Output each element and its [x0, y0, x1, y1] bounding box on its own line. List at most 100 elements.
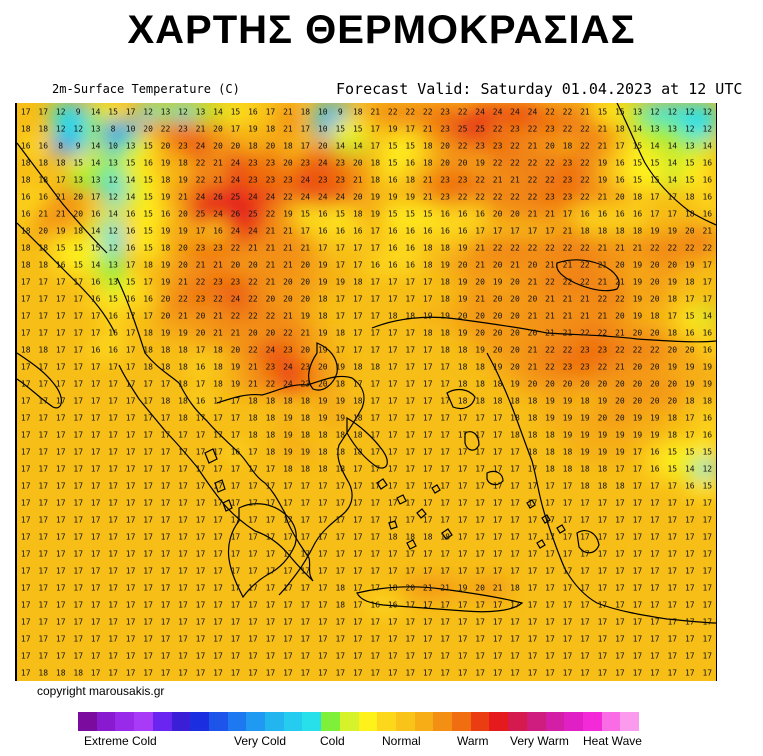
temperature-value: 17: [528, 669, 538, 678]
temperature-value: 16: [702, 193, 712, 202]
temperature-value: 10: [108, 142, 118, 151]
temperature-cell: [436, 154, 455, 172]
temperature-value: 17: [615, 601, 625, 610]
temperature-value: 17: [702, 550, 712, 559]
temperature-cell: [52, 137, 71, 155]
temperature-value: 17: [196, 414, 206, 423]
temperature-value: 19: [178, 176, 188, 185]
temperature-cell: [488, 120, 508, 138]
temperature-value: 18: [248, 397, 258, 406]
temperature-value: 20: [440, 159, 450, 168]
temperature-cell: [506, 341, 525, 359]
temperature-value: 14: [650, 142, 660, 151]
temperature-value: 18: [458, 380, 468, 389]
temperature-cell: [314, 256, 333, 274]
temperature-cell: [174, 171, 193, 189]
temperature-value: 18: [21, 244, 31, 253]
temperature-cell: [453, 137, 473, 155]
temperature-value: 17: [475, 465, 485, 474]
temperature-value: 21: [598, 278, 608, 287]
temperature-value: 17: [563, 635, 573, 644]
colorbar-swatch: [620, 712, 640, 731]
temperature-value: 17: [667, 312, 677, 321]
temperature-value: 18: [38, 244, 48, 253]
temperature-value: 17: [38, 414, 48, 423]
temperature-value: 19: [231, 363, 241, 372]
temperature-value: 17: [563, 584, 573, 593]
temperature-value: 18: [388, 312, 398, 321]
temperature-value: 14: [91, 227, 101, 236]
temperature-value: 18: [423, 159, 433, 168]
temperature-value: 20: [458, 159, 468, 168]
temperature-value: 21: [598, 193, 608, 202]
temperature-cell: [366, 256, 385, 274]
temperature-value: 19: [318, 261, 328, 270]
temperature-value: 17: [475, 414, 485, 423]
temperature-value: 18: [423, 142, 433, 151]
temperature-value: 23: [545, 193, 555, 202]
temperature-value: 21: [440, 584, 450, 593]
temperature-value: 21: [615, 329, 625, 338]
temperature-value: 17: [335, 567, 345, 576]
temperature-value: 17: [510, 652, 520, 661]
temperature-value: 17: [458, 431, 468, 440]
temperature-value: 15: [73, 159, 83, 168]
temperature-value: 17: [126, 448, 136, 457]
temperature-value: 20: [248, 261, 258, 270]
temperature-cell: [663, 120, 683, 138]
temperature-value: 17: [370, 567, 380, 576]
temperature-value: 17: [266, 482, 276, 491]
temperature-value: 23: [475, 142, 485, 151]
temperature-value: 17: [38, 550, 48, 559]
temperature-value: 19: [510, 380, 520, 389]
temperature-value: 16: [231, 448, 241, 457]
temperature-value: 22: [423, 108, 433, 117]
temperature-value: 17: [667, 210, 677, 219]
temperature-value: 16: [388, 227, 398, 236]
temperature-cell: [593, 290, 613, 308]
temperature-value: 19: [702, 380, 712, 389]
temperature-value: 17: [283, 669, 293, 678]
temperature-cell: [226, 103, 246, 121]
temperature-value: 19: [440, 261, 450, 270]
temperature-cell: [541, 290, 560, 308]
temperature-value: 17: [126, 414, 136, 423]
temperature-cell: [139, 188, 158, 206]
temperature-value: 17: [248, 499, 258, 508]
temperature-value: 19: [370, 210, 380, 219]
temperature-cell: [418, 120, 438, 138]
temperature-value: 18: [178, 380, 188, 389]
temperature-value: 19: [335, 363, 345, 372]
temperature-value: 18: [318, 448, 328, 457]
temperature-cell: [156, 120, 176, 138]
temperature-value: 17: [213, 397, 223, 406]
temperature-value: 20: [650, 278, 660, 287]
temperature-value: 20: [563, 380, 573, 389]
temperature-value: 20: [300, 346, 310, 355]
temperature-value: 17: [388, 482, 398, 491]
temperature-cell: [209, 171, 228, 189]
temperature-value: 17: [335, 533, 345, 542]
temperature-value: 17: [545, 516, 555, 525]
temperature-cell: [331, 188, 351, 206]
temperature-cell: [436, 256, 455, 274]
temperature-cell: [436, 188, 455, 206]
temperature-value: 23: [231, 278, 241, 287]
temperature-value: 17: [545, 652, 555, 661]
temperature-cell: [279, 120, 298, 138]
temperature-value: 24: [231, 295, 241, 304]
temperature-value: 17: [126, 380, 136, 389]
temperature-value: 17: [73, 295, 83, 304]
temperature-value: 17: [545, 584, 555, 593]
temperature-value: 17: [493, 533, 503, 542]
temperature-value: 18: [615, 125, 625, 134]
temperature-value: 17: [440, 499, 450, 508]
temperature-value: 20: [318, 142, 328, 151]
temperature-value: 21: [510, 261, 520, 270]
temperature-value: 21: [493, 176, 503, 185]
temperature-value: 22: [580, 261, 590, 270]
temperature-value: 19: [231, 380, 241, 389]
temperature-value: 17: [178, 635, 188, 644]
temperature-cell: [558, 392, 578, 410]
temperature-value: 25: [458, 125, 468, 134]
